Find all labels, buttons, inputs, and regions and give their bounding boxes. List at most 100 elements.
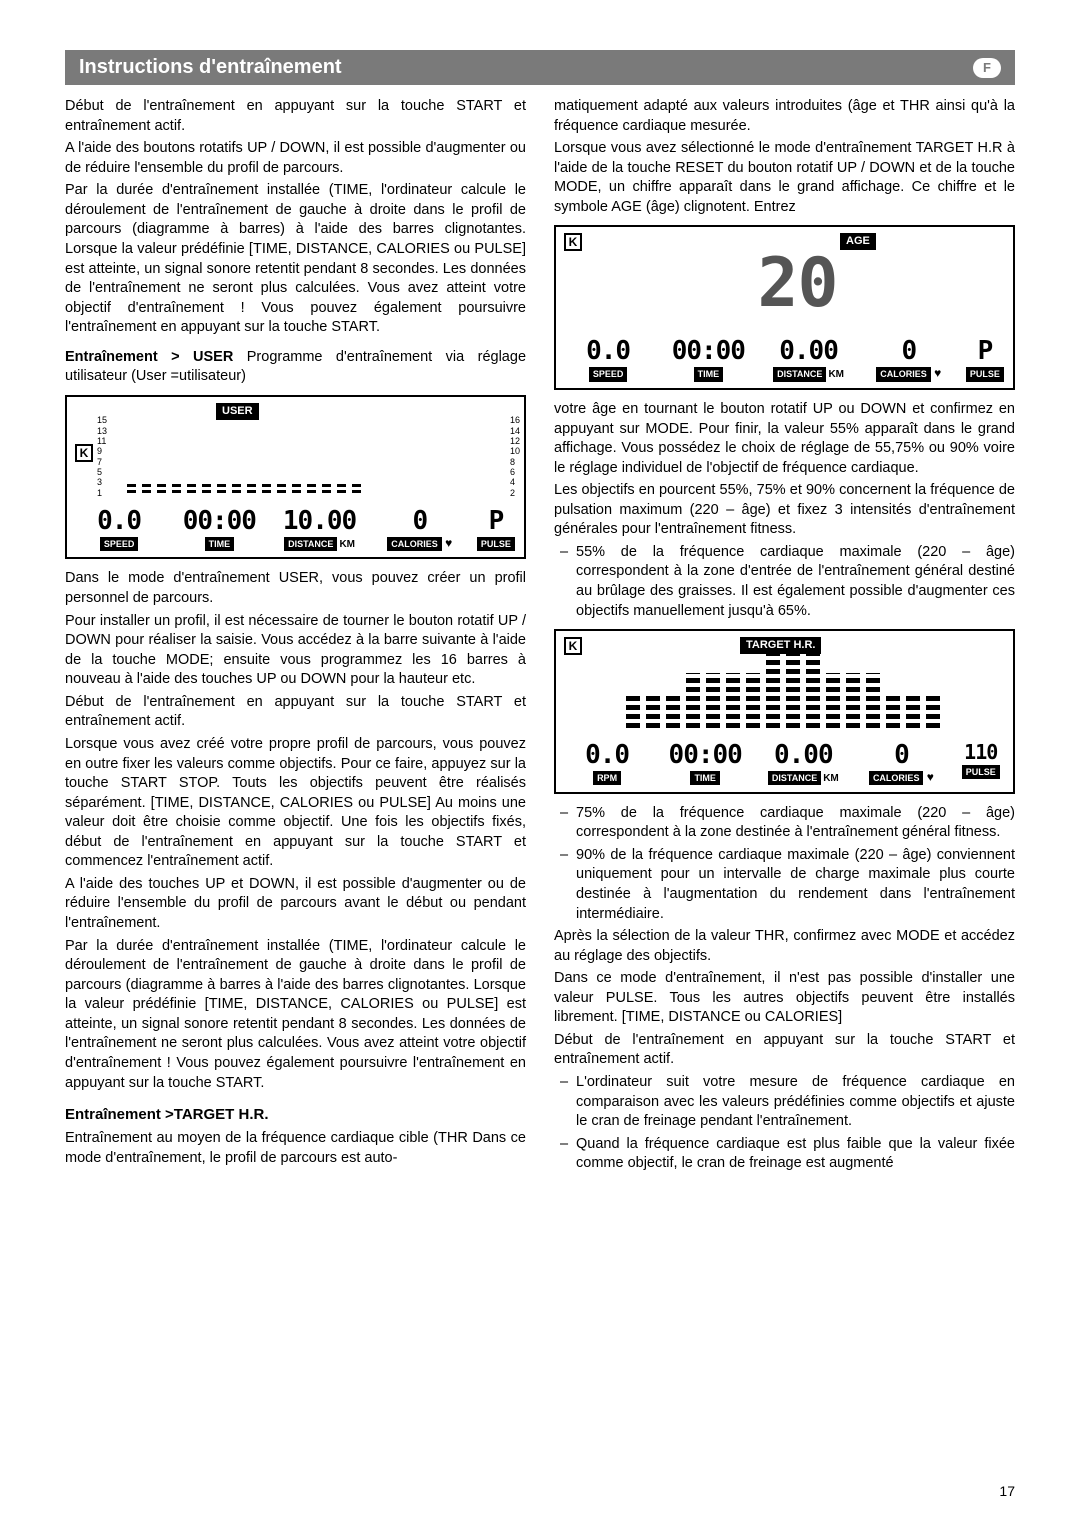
seg-label: DISTANCE	[773, 367, 826, 381]
readout-row: 0.0 SPEED 00:00 TIME 10.00 DISTANCEKM 0 …	[71, 506, 520, 554]
paragraph: votre âge en tournant le bouton rotatif …	[554, 400, 1015, 478]
seg-value: 0.00	[756, 742, 850, 768]
paragraph: Par la durée d'entraînement installée (T…	[65, 181, 526, 338]
seg-value: 0	[854, 742, 948, 768]
heading-bold: Entraînement > USER	[65, 349, 233, 365]
readout-row: 0.0 SPEED 00:00 TIME 0.00 DISTANCEKM 0 C…	[560, 336, 1009, 384]
readout-distance: 0.00 DISTANCEKM	[760, 338, 856, 384]
seg-label: SPEED	[100, 537, 139, 551]
seg-label: CALORIES	[876, 367, 931, 381]
seg-label: PULSE	[966, 367, 1004, 381]
readout-distance: 0.00 DISTANCEKM	[756, 742, 850, 788]
seg-value: 0	[861, 338, 957, 364]
age-label: AGE	[840, 233, 876, 250]
bullet-list: 55% de la fréquence cardiaque maximale (…	[554, 543, 1015, 621]
bullet-list: L'ordinateur suit votre mesure de fréque…	[554, 1073, 1015, 1174]
display-target: K TARGET H.R. 0.0 RPM 00:00 TIME 0.00 DI…	[554, 629, 1015, 794]
seg-label: DISTANCE	[284, 537, 337, 551]
seg-value: P	[961, 338, 1009, 364]
seg-unit: KM	[823, 773, 839, 784]
seg-value: 00:00	[171, 508, 267, 534]
scale-left: 15131197531	[97, 413, 107, 493]
readout-time: 00:00 TIME	[660, 338, 756, 384]
seg-label: DISTANCE	[768, 771, 821, 785]
seg-value: 0.0	[560, 742, 654, 768]
readout-distance: 10.00 DISTANCEKM	[271, 508, 367, 554]
readout-calories: 0 CALORIES ♥	[861, 338, 957, 384]
list-item: 55% de la fréquence cardiaque maximale (…	[554, 543, 1015, 621]
paragraph: Par la durée d'entraînement installée (T…	[65, 937, 526, 1094]
seg-label: SPEED	[589, 367, 628, 381]
seg-value: 0.0	[71, 508, 167, 534]
readout-speed: 0.0 SPEED	[560, 338, 656, 384]
paragraph: Début de l'entraînement en appuyant sur …	[65, 97, 526, 136]
heart-icon: ♥	[931, 366, 941, 380]
readout-row: 0.0 RPM 00:00 TIME 0.00 DISTANCEKM 0 CAL…	[560, 740, 1009, 788]
seg-unit: KM	[828, 369, 844, 380]
seg-value: 110	[953, 742, 1009, 762]
logo-icon: K	[75, 444, 93, 462]
seg-big: 20	[758, 253, 838, 314]
mode-label: TARGET H.R.	[740, 637, 821, 654]
readout-pulse: P PULSE	[472, 508, 520, 554]
heart-icon: ♥	[442, 536, 452, 550]
readout-speed: 0.0 SPEED	[71, 508, 167, 554]
seg-label: TIME	[690, 771, 720, 785]
paragraph: A l'aide des boutons rotatifs UP / DOWN,…	[65, 139, 526, 178]
paragraph: Entraînement au moyen de la fréquence ca…	[65, 1129, 526, 1168]
paragraph: Pour installer un profil, il est nécessa…	[65, 612, 526, 690]
big-age-value: 20	[586, 234, 1009, 334]
logo-icon: K	[564, 233, 582, 251]
readout-time: 00:00 TIME	[658, 742, 752, 788]
list-item: Quand la fréquence cardiaque est plus fa…	[554, 1135, 1015, 1174]
readout-pulse: P PULSE	[961, 338, 1009, 384]
paragraph: Les objectifs en pourcent 55%, 75% et 90…	[554, 481, 1015, 540]
paragraph: Dans le mode d'entraînement USER, vous p…	[65, 569, 526, 608]
body-columns: Début de l'entraînement en appuyant sur …	[65, 97, 1015, 1177]
seg-value: 0	[372, 508, 468, 534]
seg-unit: KM	[339, 539, 355, 550]
seg-label: CALORIES	[387, 537, 442, 551]
list-item: 90% de la fréquence cardiaque maximale (…	[554, 846, 1015, 924]
display-age: K AGE 20 0.0 SPEED 00:00 TIME 0.00 D	[554, 225, 1015, 390]
list-item: 75% de la fréquence cardiaque maximale (…	[554, 804, 1015, 843]
page-number: 17	[999, 1483, 1015, 1499]
bar-chart	[626, 648, 989, 728]
paragraph: A l'aide des touches UP et DOWN, il est …	[65, 875, 526, 934]
seg-value: 0.00	[760, 338, 856, 364]
readout-calories: 0 CALORIES ♥	[372, 508, 468, 554]
section-header: Instructions d'entraînement F	[65, 50, 1015, 85]
seg-value: 00:00	[658, 742, 752, 768]
seg-value: 10.00	[271, 508, 367, 534]
left-column: Début de l'entraînement en appuyant sur …	[65, 97, 526, 1177]
paragraph: Après la sélection de la valeur THR, con…	[554, 927, 1015, 966]
paragraph: Début de l'entraînement en appuyant sur …	[554, 1031, 1015, 1070]
seg-value: 0.0	[560, 338, 656, 364]
paragraph: matiquement adapté aux valeurs introduit…	[554, 97, 1015, 136]
seg-label: PULSE	[962, 765, 1000, 779]
logo-icon: K	[564, 637, 582, 655]
user-heading: Entraînement > USER Programme d'entraîne…	[65, 348, 526, 387]
readout-time: 00:00 TIME	[171, 508, 267, 554]
section-title: Instructions d'entraînement	[79, 56, 342, 79]
seg-label: TIME	[694, 367, 724, 381]
bar-chart	[127, 413, 490, 493]
display-user: K USER 15131197531 161412108642 0.0 SPEE…	[65, 395, 526, 560]
seg-label: CALORIES	[869, 771, 924, 785]
paragraph: Lorsque vous avez sélectionné le mode d'…	[554, 139, 1015, 217]
readout-rpm: 0.0 RPM	[560, 742, 654, 788]
scale-right: 161412108642	[510, 413, 520, 493]
paragraph: Dans ce mode d'entraînement, il n'est pa…	[554, 969, 1015, 1028]
paragraph: Lorsque vous avez créé votre propre prof…	[65, 735, 526, 872]
right-column: matiquement adapté aux valeurs introduit…	[554, 97, 1015, 1177]
seg-value: P	[472, 508, 520, 534]
mode-label: USER	[216, 403, 259, 420]
paragraph: Début de l'entraînement en appuyant sur …	[65, 693, 526, 732]
seg-label: RPM	[593, 771, 621, 785]
target-hr-heading: Entraînement >TARGET H.R.	[65, 1105, 526, 1125]
seg-label: TIME	[205, 537, 235, 551]
readout-calories: 0 CALORIES ♥	[854, 742, 948, 788]
heart-icon: ♥	[923, 770, 933, 784]
readout-pulse: 110 PULSE	[953, 742, 1009, 788]
bullet-list: 75% de la fréquence cardiaque maximale (…	[554, 804, 1015, 924]
